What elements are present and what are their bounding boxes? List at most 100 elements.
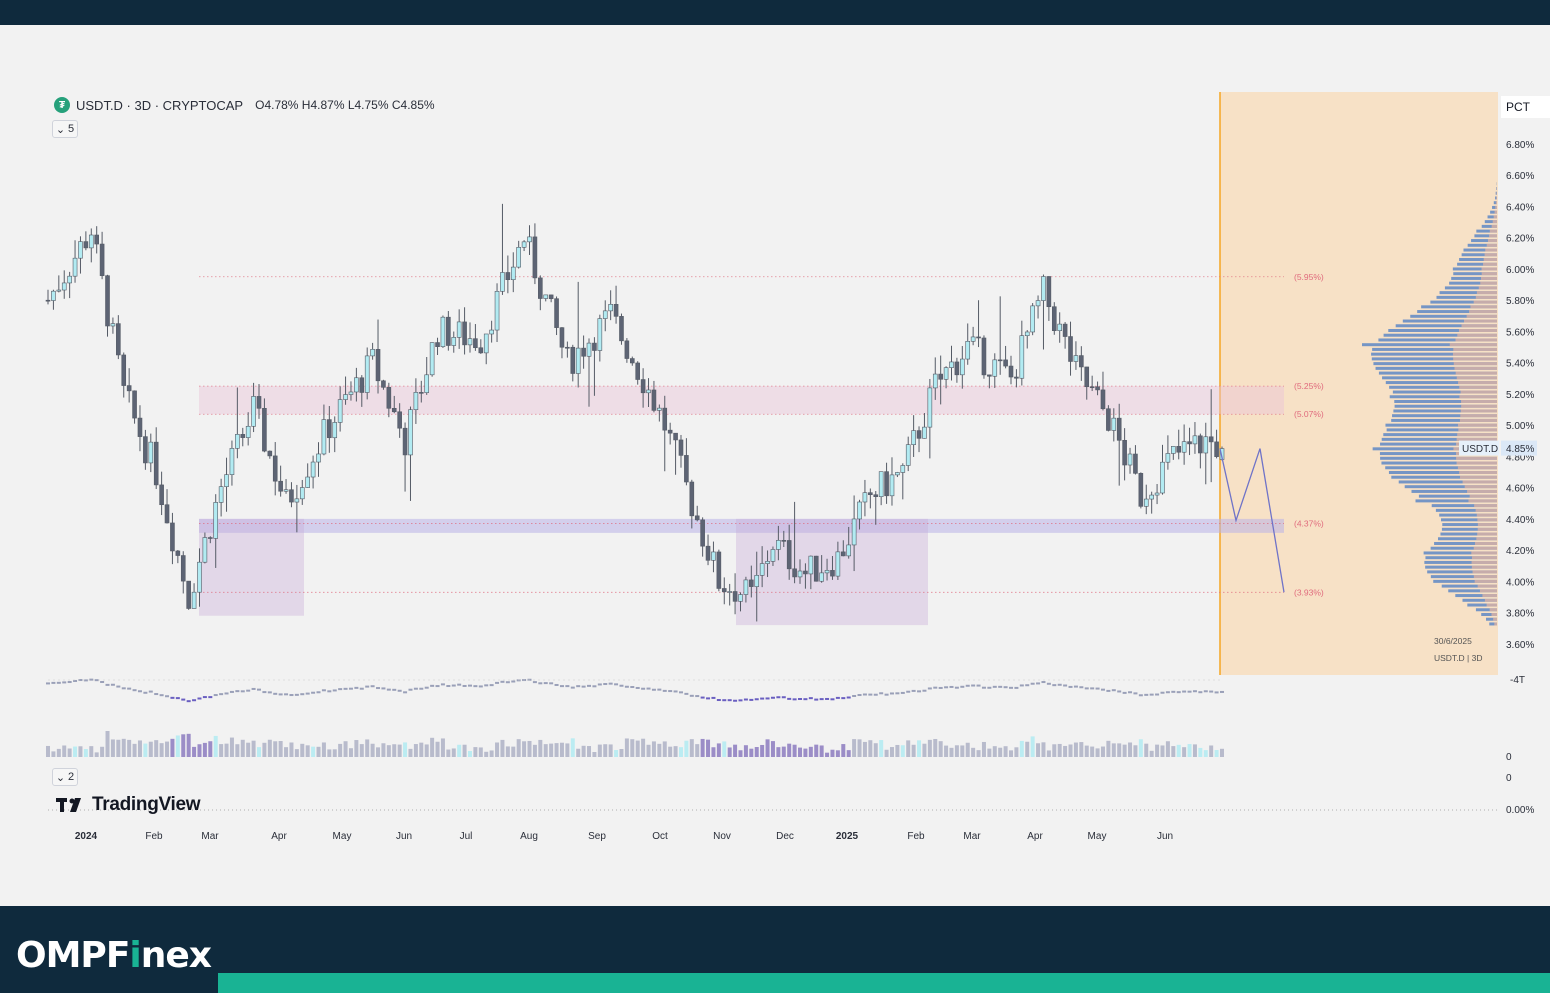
pane-toggle-button[interactable]: ⌄ 2: [52, 768, 78, 786]
volume-bar: [478, 747, 483, 757]
oscillator-point: [673, 690, 678, 693]
candle-body: [456, 321, 462, 338]
oscillator-point: [1003, 686, 1008, 689]
volume-profile-bar: [1461, 399, 1497, 403]
volume-bar: [651, 741, 656, 757]
volume-profile-bar: [1475, 508, 1497, 512]
volume-bar: [154, 740, 159, 757]
volume-bar: [489, 750, 494, 757]
volume-bar: [992, 746, 997, 757]
oscillator-point: [165, 695, 170, 698]
oscillator-point: [170, 696, 175, 699]
oscillator-point: [668, 690, 673, 693]
candle-body: [332, 422, 338, 439]
volume-bar: [1214, 750, 1219, 757]
oscillator-point: [776, 696, 781, 699]
oscillator-point: [549, 682, 554, 685]
volume-profile-bar: [1489, 234, 1497, 238]
volume-bar: [73, 746, 78, 757]
oscillator-point: [1165, 691, 1170, 694]
candle-body: [186, 580, 191, 609]
candle-body: [153, 441, 159, 486]
oscillator-point: [186, 700, 191, 703]
oscillator-point: [392, 688, 397, 691]
x-tick-label: Aug: [520, 831, 538, 842]
oscillator-point: [467, 684, 472, 687]
volume-profile-bar: [1466, 314, 1497, 318]
volume-bar: [1155, 744, 1160, 757]
volume-bar: [522, 741, 527, 757]
candle-body: [516, 247, 521, 268]
volume-profile-bar: [1372, 447, 1497, 451]
volume-bar: [743, 745, 748, 757]
volume-profile-bar: [1411, 489, 1497, 493]
volume-bar: [819, 745, 824, 757]
volume-profile-bar: [1486, 243, 1497, 247]
candle-body: [267, 450, 273, 457]
candle-body: [494, 291, 500, 331]
price-chart[interactable]: (5.95%) (5.25%) (5.07%) (4.37%) (3.93%) 30/6…: [0, 25, 1550, 905]
candle-body: [1198, 435, 1203, 454]
volume-profile-label: USDT.D | 3D: [1434, 653, 1483, 663]
candle-body: [759, 563, 765, 576]
oscillator-point: [473, 685, 478, 688]
volume-profile-bar: [1476, 229, 1497, 233]
oscillator-point: [868, 693, 873, 696]
indicators-count: 5: [68, 123, 75, 135]
candle-body: [381, 380, 386, 388]
oscillator-point: [1009, 686, 1014, 689]
oscillator-point: [922, 689, 927, 692]
oscillator-point: [1171, 690, 1176, 693]
top-bar: [0, 0, 1550, 25]
oscillator-point: [1025, 684, 1030, 687]
volume-bar: [1036, 743, 1041, 757]
candle-body: [191, 591, 197, 609]
volume-profile-bar: [1459, 470, 1497, 474]
candle-body: [402, 427, 408, 456]
oscillator-point: [798, 698, 803, 701]
volume-bar: [121, 738, 126, 757]
volume-bar: [1090, 746, 1095, 757]
candle-body: [310, 461, 316, 478]
volume-bar: [446, 749, 451, 757]
candle-body: [321, 419, 327, 455]
volume-bar: [500, 739, 505, 757]
candle-body: [889, 474, 895, 497]
candle-body: [689, 481, 695, 517]
oscillator-point: [846, 696, 851, 699]
oscillator-point: [917, 690, 922, 693]
oscillator-point: [695, 695, 700, 698]
volume-profile-bar: [1494, 622, 1497, 626]
indicators-toggle-button[interactable]: ⌄ 5: [52, 120, 78, 138]
candle-body: [159, 484, 164, 506]
oscillator-point: [619, 684, 624, 687]
oscillator-point: [992, 685, 997, 688]
candle-body: [137, 417, 143, 437]
x-tick-label: Feb: [907, 831, 925, 842]
volume-bar: [624, 738, 629, 757]
candle-body: [375, 349, 381, 382]
volume-bar: [511, 746, 516, 757]
oscillator-point: [83, 679, 88, 682]
candle-body: [976, 336, 981, 339]
volume-bar: [451, 748, 456, 757]
candle-body: [754, 575, 760, 587]
level-label: (5.95%): [1294, 272, 1324, 282]
volume-bar: [392, 744, 397, 757]
volume-profile-bar: [1436, 295, 1497, 299]
symbol-header[interactable]: ₮ USDT.D · 3D · CRYPTOCAP O4.78% H4.87% …: [54, 97, 435, 113]
volume-profile-bar: [1383, 433, 1497, 437]
y-tick-label: 5.00%: [1506, 421, 1534, 432]
volume-profile-bar: [1381, 461, 1497, 465]
candle-body: [592, 342, 597, 351]
candle-body: [830, 570, 835, 577]
oscillator-point: [311, 691, 316, 694]
oscillator-point: [1192, 690, 1197, 693]
price-scale-unit[interactable]: PCT: [1501, 96, 1550, 118]
candle-body: [857, 501, 862, 520]
candle-body: [684, 455, 689, 483]
volume-profile-bar: [1425, 556, 1497, 560]
volume-profile-bar: [1379, 452, 1497, 456]
volume-profile-bar: [1464, 319, 1497, 323]
oscillator-point: [727, 699, 732, 702]
